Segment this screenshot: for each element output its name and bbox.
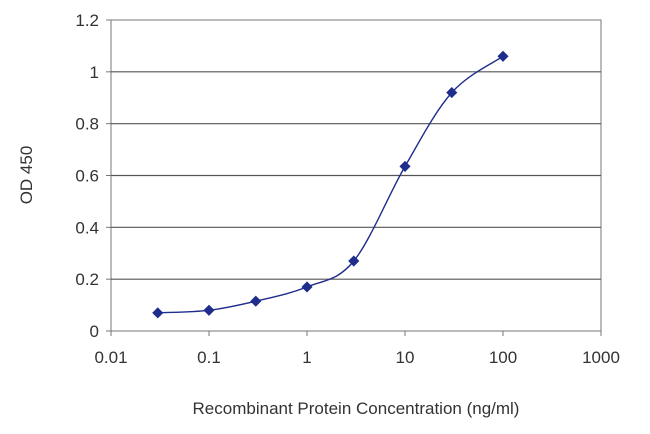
- y-axis-ticks: 0 0.2 0.4 0.6 0.8 1 1.2: [75, 11, 111, 341]
- data-point: [203, 304, 215, 316]
- series-group: [152, 50, 509, 319]
- data-point: [399, 160, 411, 172]
- y-tick-label: 0.2: [75, 270, 99, 289]
- y-tick-label: 0.6: [75, 167, 99, 186]
- data-point: [152, 307, 164, 319]
- gridlines: [111, 71, 601, 280]
- data-point: [301, 281, 313, 293]
- y-tick-label: 0.4: [75, 218, 99, 237]
- y-tick-label: 0: [90, 322, 99, 341]
- data-point: [446, 87, 458, 99]
- x-tick-label: 100: [489, 348, 517, 367]
- data-point: [497, 50, 509, 62]
- data-point: [250, 295, 262, 307]
- x-tick-label: 1: [302, 348, 311, 367]
- x-axis-label: Recombinant Protein Concentration (ng/ml…: [193, 399, 520, 418]
- x-axis-ticks: 0.01 0.1 1 10 100 1000: [94, 331, 620, 367]
- y-tick-label: 1: [90, 63, 99, 82]
- y-tick-label: 0.8: [75, 115, 99, 134]
- x-tick-label: 0.1: [197, 348, 221, 367]
- x-tick-label: 0.01: [94, 348, 127, 367]
- x-tick-label: 1000: [582, 348, 620, 367]
- data-point: [348, 255, 360, 267]
- y-tick-label: 1.2: [75, 11, 99, 30]
- y-axis-label: OD 450: [17, 146, 36, 205]
- x-tick-label: 10: [396, 348, 415, 367]
- series-line: [157, 55, 504, 314]
